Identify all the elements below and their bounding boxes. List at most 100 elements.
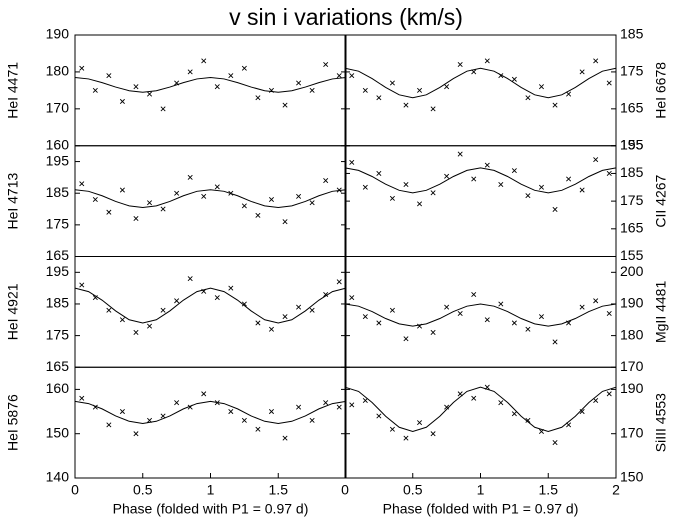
x-tick-label: 0	[71, 482, 79, 498]
data-point	[430, 329, 436, 335]
data-point	[228, 73, 234, 79]
data-point	[133, 216, 139, 222]
data-point	[349, 73, 355, 79]
data-point	[389, 307, 395, 313]
data-point	[241, 203, 247, 209]
y-tick-label: 155	[620, 247, 644, 263]
data-point	[579, 304, 585, 310]
data-point	[106, 73, 112, 79]
y-axis-label: HeI 6678	[653, 62, 669, 119]
y-tick-label: 170	[620, 424, 644, 440]
data-point	[79, 395, 85, 401]
y-axis-label: HeI 5876	[5, 394, 21, 451]
y-tick-label: 175	[620, 192, 644, 208]
x-tick-label: 0	[341, 482, 349, 498]
data-point	[389, 80, 395, 86]
data-point	[255, 95, 261, 101]
data-point	[566, 91, 572, 97]
data-point	[255, 426, 261, 432]
data-point	[228, 285, 234, 291]
data-point	[282, 314, 288, 320]
y-tick-label: 165	[46, 247, 70, 263]
data-point	[119, 409, 125, 415]
data-point	[268, 326, 274, 332]
data-point	[255, 212, 261, 218]
y-tick-label: 155	[620, 136, 644, 152]
data-point	[255, 320, 261, 326]
panel-frame	[74, 34, 347, 147]
x-axis-label: Phase (folded with P1 = 0.97 d)	[113, 501, 309, 517]
data-point	[147, 200, 153, 206]
data-point	[498, 301, 504, 307]
data-point	[336, 73, 342, 79]
y-tick-label: 165	[620, 100, 644, 116]
data-point	[525, 193, 531, 199]
data-point	[362, 87, 368, 93]
y-tick-label: 190	[620, 295, 644, 311]
panel-frame	[344, 145, 617, 257]
data-point	[309, 417, 315, 423]
data-point	[187, 174, 193, 180]
data-point	[282, 435, 288, 441]
data-point	[471, 176, 477, 182]
data-point	[160, 206, 166, 212]
data-point	[268, 409, 274, 415]
y-tick-label: 175	[620, 63, 644, 79]
data-point	[147, 323, 153, 329]
data-point	[430, 431, 436, 437]
data-point	[444, 173, 450, 179]
data-point	[309, 200, 315, 206]
y-axis-label: CII 4267	[653, 174, 669, 227]
y-tick-label: 165	[46, 358, 70, 374]
data-point	[538, 314, 544, 320]
data-point	[606, 391, 612, 397]
data-point	[214, 295, 220, 301]
data-point	[376, 320, 382, 326]
data-point	[296, 304, 302, 310]
data-point	[201, 58, 207, 64]
y-tick-label: 200	[620, 263, 644, 279]
data-point	[147, 91, 153, 97]
data-point	[187, 69, 193, 75]
data-point	[309, 307, 315, 313]
data-point	[79, 65, 85, 71]
data-point	[593, 397, 599, 403]
y-axis-label: MgII 4481	[653, 281, 669, 343]
data-point	[417, 87, 423, 93]
y-axis-label: HeI 4713	[5, 173, 21, 230]
data-point	[593, 298, 599, 304]
data-point	[187, 276, 193, 282]
data-point	[309, 87, 315, 93]
data-point	[538, 84, 544, 90]
data-point	[511, 76, 517, 82]
x-tick-label: 1.5	[539, 482, 559, 498]
y-tick-label: 170	[46, 100, 70, 116]
data-point	[403, 102, 409, 108]
data-point	[457, 310, 463, 316]
y-tick-label: 195	[46, 152, 70, 168]
data-point	[552, 339, 558, 345]
data-point	[323, 400, 329, 406]
data-point	[362, 184, 368, 190]
data-point	[579, 187, 585, 193]
data-point	[362, 397, 368, 403]
data-point	[336, 279, 342, 285]
y-tick-label: 150	[620, 469, 644, 485]
y-tick-label: 195	[620, 136, 644, 152]
y-tick-label: 150	[46, 424, 70, 440]
x-tick-label: 1	[477, 482, 485, 498]
y-tick-label: 185	[46, 184, 70, 200]
data-point	[538, 184, 544, 190]
data-point	[174, 400, 180, 406]
data-point	[403, 181, 409, 188]
data-point	[268, 197, 274, 203]
data-point	[323, 291, 329, 297]
x-tick-label: 1	[207, 482, 215, 498]
data-point	[241, 417, 247, 423]
x-axis-label: Phase (folded with P1 = 0.97 d)	[383, 501, 579, 517]
data-point	[133, 431, 139, 437]
data-point	[376, 413, 382, 419]
data-point	[417, 420, 423, 426]
data-point	[349, 159, 355, 165]
y-axis-label: SiIII 4553	[653, 393, 669, 452]
